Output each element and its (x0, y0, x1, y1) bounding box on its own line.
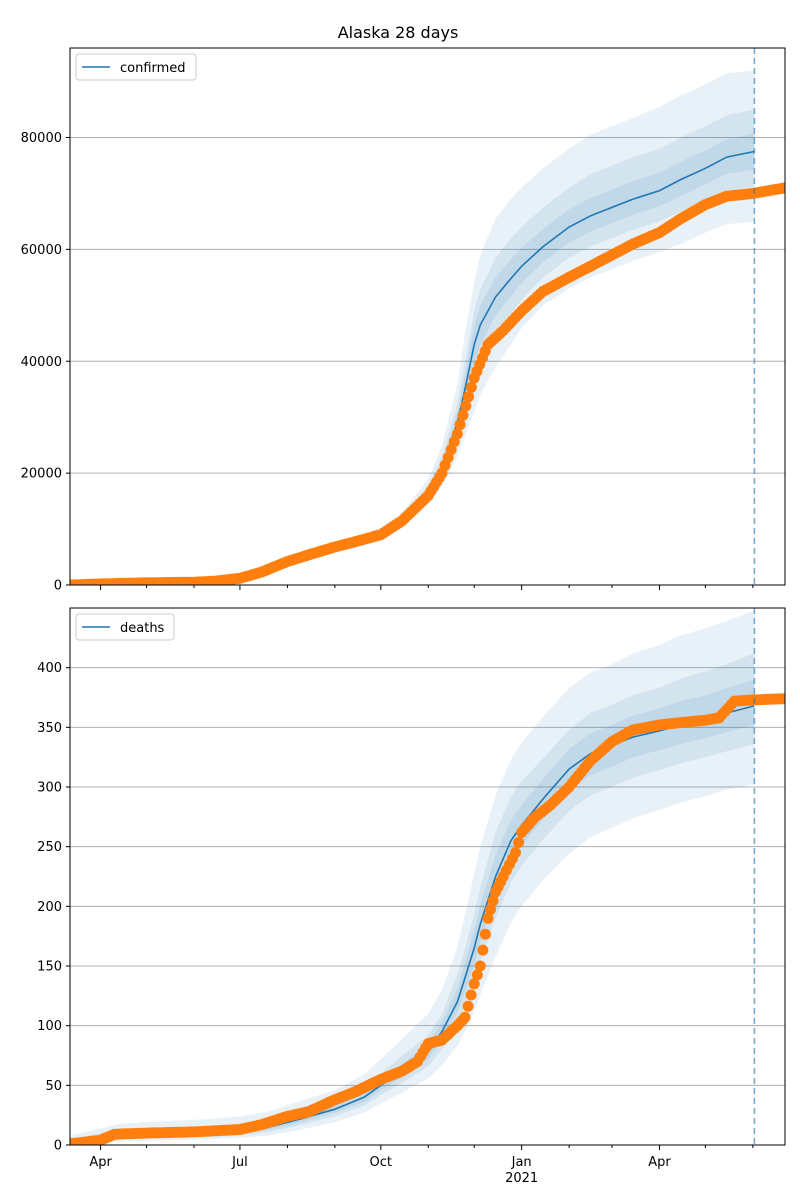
observed-point (468, 978, 480, 990)
y-tick-label: 20000 (21, 467, 62, 482)
chart-title: Alaska 28 days (338, 23, 459, 42)
uncertainty-band-1 (70, 70, 755, 585)
y-tick-label: 400 (37, 661, 62, 676)
y-tick-label: 200 (37, 900, 62, 915)
legend-label: confirmed (120, 61, 186, 76)
confirmed-panel: 0 20000 40000 60000 80000 confirmed (21, 47, 786, 594)
y-tick-label: 80000 (21, 131, 62, 146)
legend: confirmed (75, 53, 197, 81)
legend: deaths (75, 613, 175, 641)
y-tick-label: 60000 (21, 243, 62, 258)
legend-box (75, 53, 197, 81)
observed-point (460, 400, 472, 412)
observed-point (457, 409, 469, 421)
observed-point (463, 391, 475, 403)
observed-point (510, 847, 521, 859)
uncertainty-band-3 (70, 133, 755, 585)
observed-point (462, 1000, 474, 1012)
y-tick-label: 100 (37, 1019, 62, 1034)
observed-point (454, 419, 466, 431)
observed-point (459, 1011, 471, 1023)
observed-point (479, 928, 491, 940)
plot-frame (69, 607, 786, 1146)
y-tick-label: 250 (37, 840, 62, 855)
observed-point (451, 428, 463, 440)
x-tick-label: Apr (648, 1155, 671, 1170)
x-tick-label: Oct (370, 1155, 392, 1170)
observed-point (465, 989, 477, 1001)
observed-point (779, 693, 785, 705)
observed-point (465, 381, 477, 393)
uncertainty-band-1 (70, 610, 755, 1145)
observed-point (474, 960, 486, 972)
deaths-panel: 0 50 100 150 200 250 300 350 400 deaths (37, 607, 786, 1154)
x-tick-year-label: 2021 (505, 1171, 538, 1186)
legend-box (75, 613, 175, 641)
legend-label: deaths (120, 621, 165, 636)
plot-area (70, 610, 785, 1145)
y-tick-label: 350 (37, 721, 62, 736)
observed-point (513, 837, 525, 848)
uncertainty-band-2 (70, 109, 755, 585)
observed-point (477, 944, 489, 956)
observed-point (482, 912, 494, 924)
y-tick-label: 0 (54, 1139, 62, 1154)
x-tick-label: Apr (89, 1155, 112, 1170)
y-tick-label: 50 (45, 1079, 62, 1094)
observed-point (471, 969, 483, 981)
y-tick-label: 0 (54, 579, 62, 594)
plot-area (70, 70, 785, 585)
x-tick-label: Jan (511, 1155, 532, 1170)
observed-point (485, 904, 496, 915)
y-tick-label: 40000 (21, 355, 62, 370)
y-tick-label: 150 (37, 960, 62, 975)
y-tick-label: 300 (37, 781, 62, 796)
plot-frame (69, 47, 786, 586)
observed-point (487, 895, 499, 907)
x-tick-label: Jul (231, 1155, 248, 1170)
observed-point (779, 182, 785, 194)
